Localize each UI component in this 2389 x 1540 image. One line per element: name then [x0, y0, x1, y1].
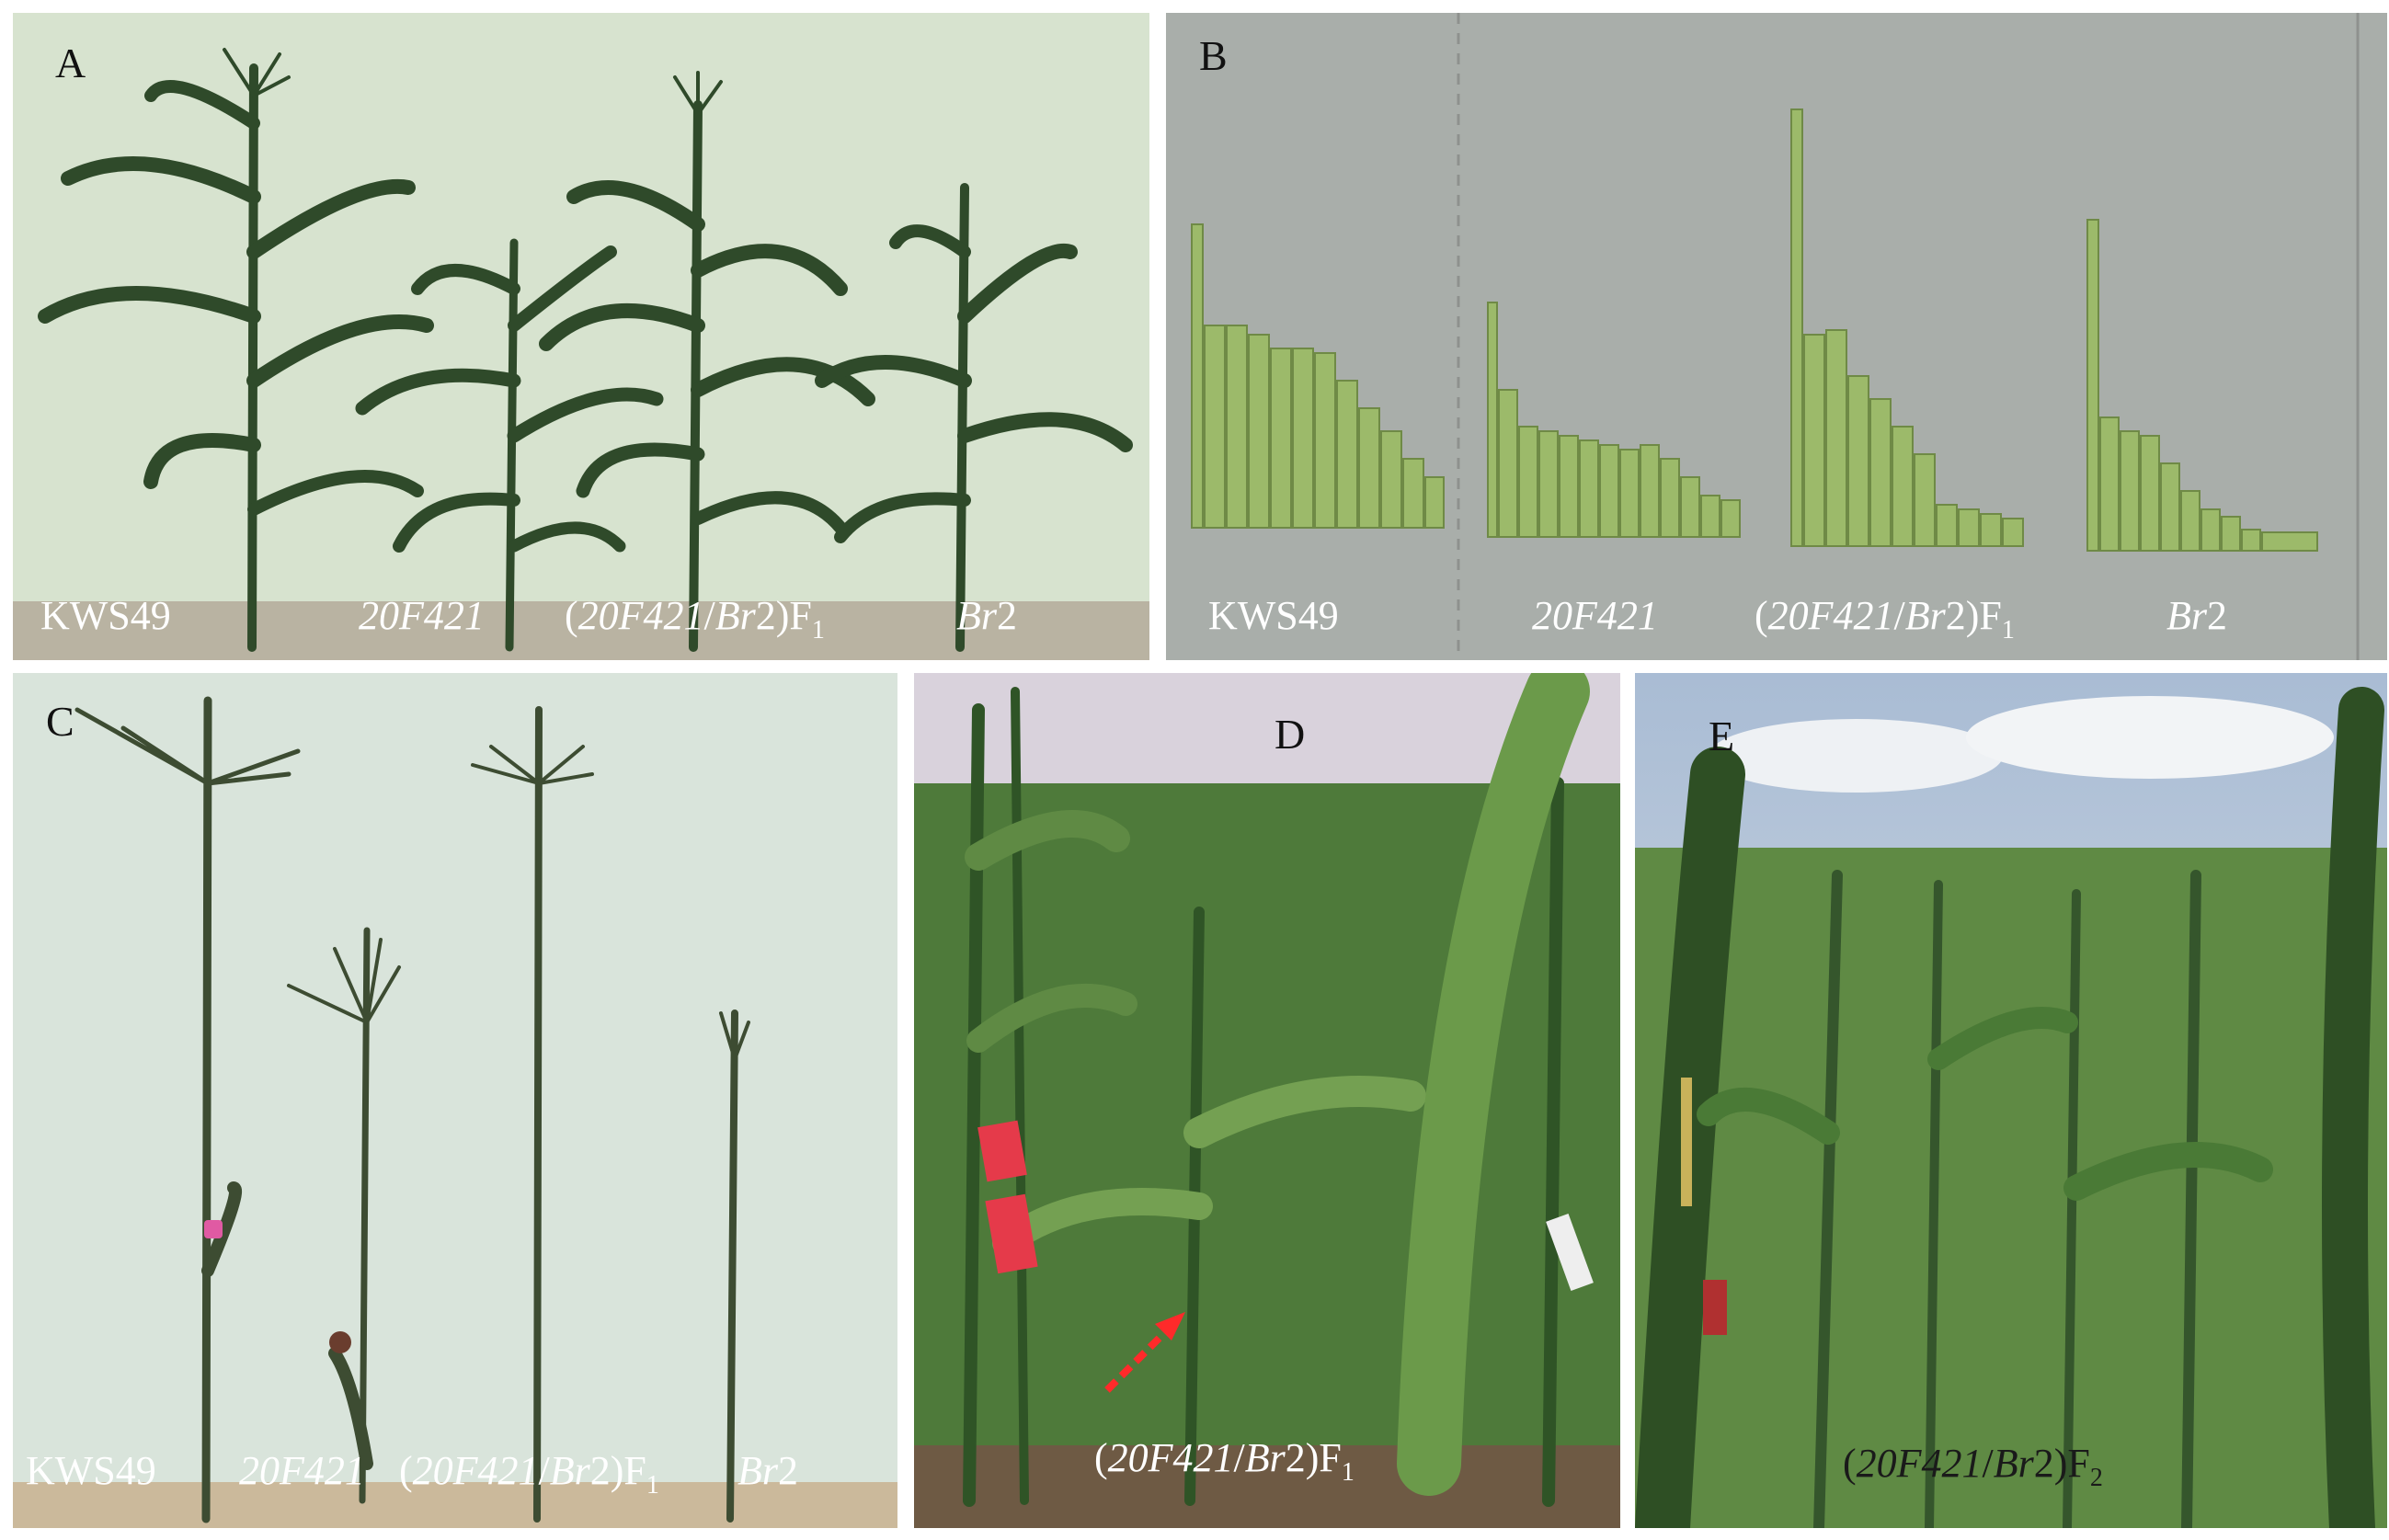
panel-d-label-f1: (20F421/Br2)F1 — [1094, 1435, 1355, 1487]
panel-e-label-f2: (20F421/Br2)F2 — [1843, 1441, 2103, 1492]
panel-d-letter: D — [1275, 711, 1306, 758]
panel-b: B KWS49 20F421 (20F421/Br2)F1 Br2 — [1166, 13, 2387, 660]
panel-c-label-20f421: 20F421 — [239, 1448, 365, 1493]
panel-a-letter: A — [55, 40, 86, 86]
panel-c-letter: C — [46, 698, 74, 745]
panel-a-label-f1: (20F421/Br2)F1 — [565, 593, 825, 645]
panel-a-label-kws49: KWS49 — [40, 593, 171, 638]
panel-d-photo — [914, 673, 1620, 1528]
panel-c-label-kws49: KWS49 — [26, 1448, 156, 1493]
panel-a-label-br2: Br2 — [956, 593, 1017, 638]
panel-d: D (20F421/Br2)F1 — [914, 673, 1620, 1528]
panel-a-label-20f421: 20F421 — [359, 593, 485, 638]
panel-b-label-f1: (20F421/Br2)F1 — [1755, 593, 2015, 645]
panel-b-photo — [1166, 13, 2387, 660]
panel-b-letter: B — [1199, 32, 1228, 79]
panel-c-photo — [13, 673, 897, 1528]
panel-b-label-kws49: KWS49 — [1208, 593, 1339, 638]
panel-e-letter: E — [1709, 713, 1735, 759]
panel-b-label-br2: Br2 — [2166, 593, 2227, 638]
panel-c-label-br2: Br2 — [737, 1448, 798, 1493]
panel-e: E (20F421/Br2)F2 — [1635, 673, 2387, 1528]
panel-c: C KWS49 20F421 (20F421/Br2)F1 Br2 — [13, 673, 897, 1528]
panel-a-photo — [13, 13, 1149, 660]
panel-e-photo — [1635, 673, 2387, 1528]
panel-a: A KWS49 20F421 (20F421/Br2)F1 Br2 — [13, 13, 1149, 660]
panel-c-label-f1: (20F421/Br2)F1 — [399, 1448, 659, 1500]
panel-b-label-20f421: 20F421 — [1532, 593, 1658, 638]
